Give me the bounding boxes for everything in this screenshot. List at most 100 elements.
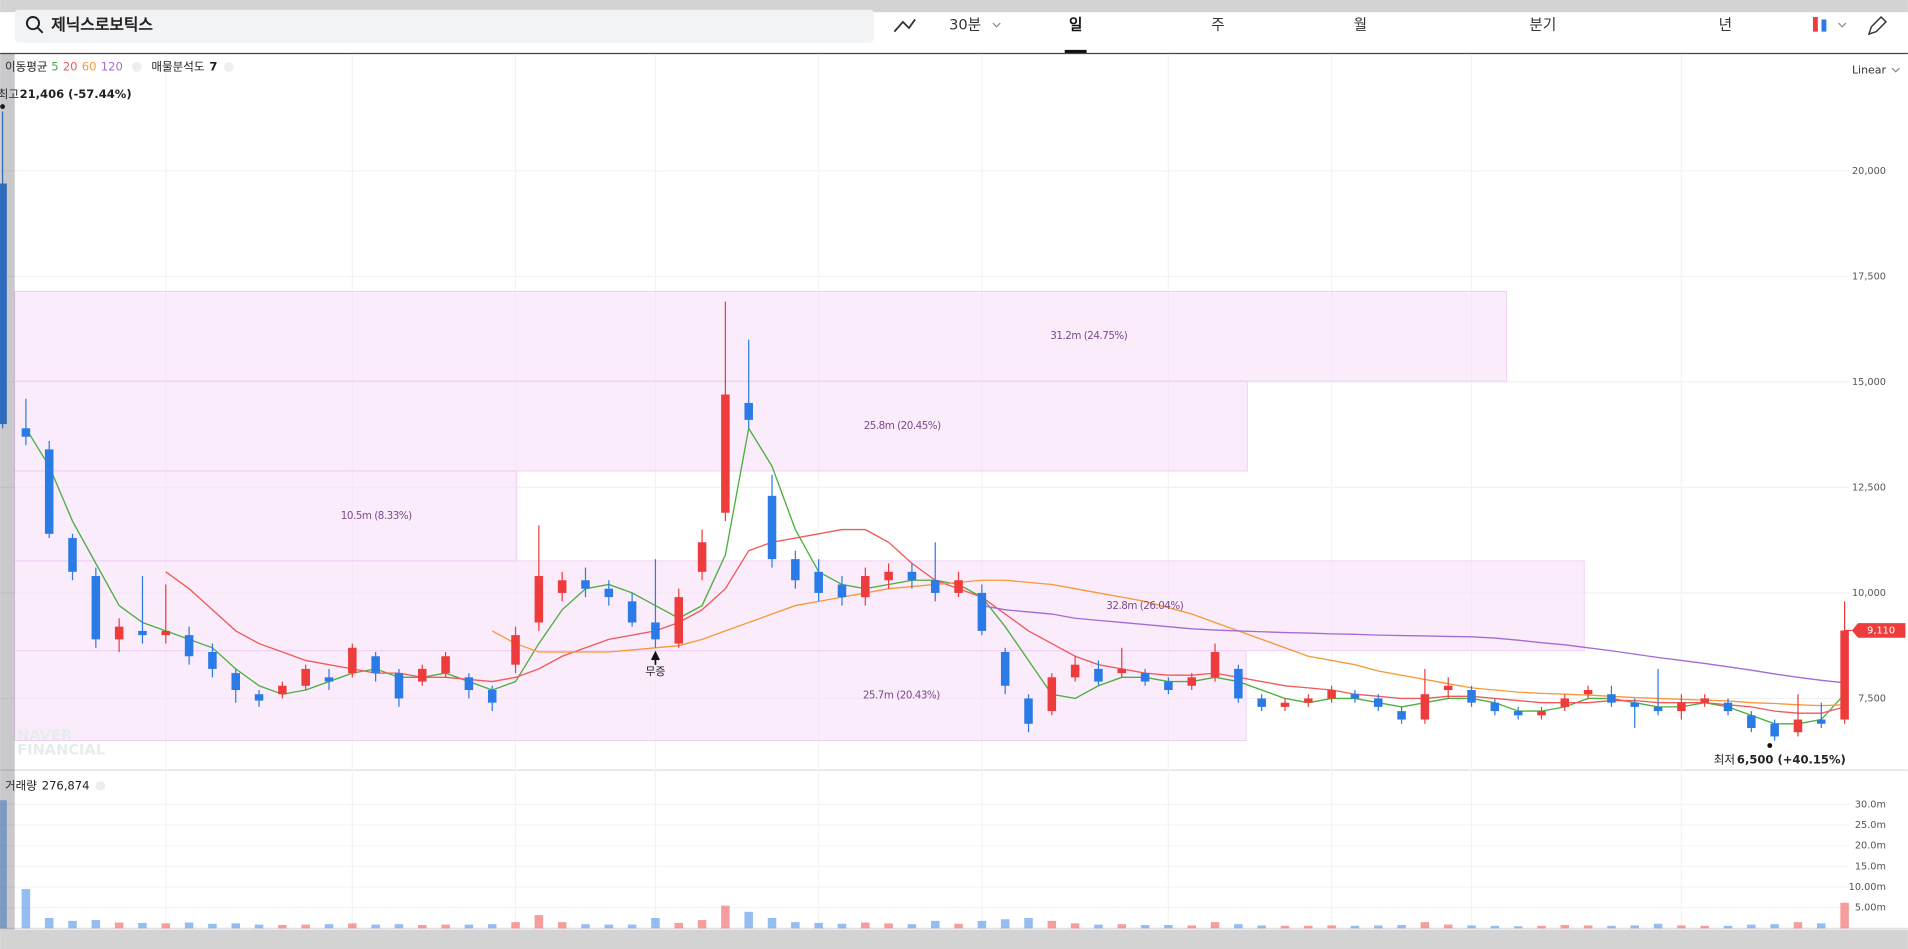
volume-bar	[1257, 925, 1266, 929]
candle-body	[161, 630, 171, 636]
candle-body	[208, 652, 217, 669]
profile-legend-count[interactable]: 7	[209, 59, 217, 73]
high-marker	[0, 104, 6, 110]
volume-bar	[977, 920, 987, 929]
volume-profile-band	[14, 650, 1247, 742]
candle-body	[1700, 698, 1709, 703]
volume-bar	[674, 922, 684, 929]
low-marker	[1767, 743, 1773, 748]
volume-bar	[511, 922, 520, 929]
search-icon	[25, 16, 41, 31]
dropdown-icon	[1891, 67, 1900, 73]
low-label: 최저	[1714, 753, 1735, 767]
search-box[interactable]	[14, 9, 874, 43]
candle-body	[837, 584, 847, 598]
candle-body	[1630, 702, 1640, 707]
period-tab[interactable]: 일	[1069, 17, 1082, 34]
candle-body	[1747, 715, 1756, 728]
volume-bar	[0, 800, 7, 929]
volume-bar	[301, 924, 310, 929]
volume-bar	[557, 922, 567, 929]
volume-bar	[1490, 925, 1500, 929]
volume-bar	[464, 924, 474, 929]
volume-bar	[1723, 925, 1733, 929]
volume-bar	[1607, 925, 1616, 929]
candle-body	[791, 559, 800, 581]
ma-legend-entry[interactable]: 120	[101, 59, 123, 73]
volume-bar	[767, 917, 777, 929]
indicator-icon[interactable]	[893, 18, 916, 33]
close-icon[interactable]	[131, 62, 142, 72]
ma-legend-label[interactable]: 이동평균	[5, 59, 48, 73]
chart-type-icon[interactable]	[1821, 19, 1827, 32]
candle-body	[231, 673, 240, 691]
price-tag	[1851, 623, 1906, 638]
volume-profile-band	[14, 470, 518, 562]
period-tab[interactable]: 월	[1354, 17, 1367, 34]
chart-type-icon[interactable]	[1812, 17, 1818, 32]
volume-bar	[1117, 924, 1127, 929]
candle-body	[1234, 668, 1243, 699]
profile-legend-label[interactable]: 매물분석도	[151, 59, 204, 73]
candle-body	[1443, 685, 1453, 691]
ma-legend-entry[interactable]: 60	[82, 59, 97, 73]
candle-body	[1327, 690, 1336, 699]
candle-body	[861, 576, 870, 598]
frame-bottom	[0, 929, 1908, 949]
volume-bar	[324, 924, 334, 929]
candle-body	[1140, 673, 1150, 682]
volume-bar	[21, 889, 31, 929]
volume-bar	[1817, 923, 1826, 929]
candle-body	[44, 449, 54, 534]
candle-body	[441, 656, 450, 674]
ma-legend-entry[interactable]: 20	[63, 59, 78, 73]
volume-bar	[1793, 922, 1803, 929]
search-text[interactable]: 제닉스로보틱스	[51, 15, 153, 34]
candle-body	[1164, 681, 1173, 691]
volume-bar	[1700, 925, 1709, 929]
volume-bar	[254, 924, 264, 929]
candle-body	[744, 402, 753, 420]
volume-bar	[1094, 924, 1103, 929]
y-tick-label: 7,500	[1858, 693, 1886, 704]
volume-bar	[371, 924, 380, 929]
volume-profile-label: 32.8m (26.04%)	[1106, 600, 1183, 612]
interval[interactable]: 30분	[949, 17, 981, 34]
candle-body	[184, 635, 194, 657]
volume-legend-label[interactable]: 거래량	[5, 778, 37, 792]
volume-bar	[394, 924, 404, 929]
candle-body	[1653, 706, 1663, 712]
dropdown-icon	[992, 22, 1001, 28]
volume-bar	[138, 922, 147, 929]
high-label: 최고	[0, 87, 19, 101]
volume-bar	[44, 917, 54, 929]
candle-body	[0, 183, 7, 425]
period-tab[interactable]: 년	[1719, 17, 1732, 34]
period-tab[interactable]: 분기	[1529, 17, 1556, 34]
period-tab[interactable]: 주	[1211, 17, 1224, 34]
candle-body	[511, 635, 520, 665]
draw-icon[interactable]	[1867, 16, 1887, 36]
candle-body	[371, 656, 380, 674]
volume-bar	[1560, 925, 1570, 929]
scale-label[interactable]: Linear	[1852, 64, 1886, 77]
candle-body	[1000, 652, 1010, 686]
volume-bar	[534, 915, 544, 929]
volume-bar	[487, 924, 497, 929]
candle-body	[301, 668, 310, 686]
candle-body	[1467, 690, 1476, 703]
candle-body	[674, 597, 684, 644]
candle-body	[930, 580, 940, 593]
close-icon[interactable]	[224, 62, 234, 72]
y-tick-label: 15,000	[1852, 377, 1886, 388]
candle-body	[1304, 698, 1313, 703]
volume-bar	[697, 920, 707, 929]
volume-bar	[1677, 925, 1686, 929]
candle-body	[557, 580, 567, 593]
close-icon[interactable]	[95, 781, 106, 791]
ma-legend-entry[interactable]: 5	[51, 59, 58, 73]
candle-body	[767, 495, 777, 560]
volume-bar	[418, 925, 427, 929]
volume-bar	[1140, 925, 1150, 929]
candle-body	[1677, 702, 1686, 712]
